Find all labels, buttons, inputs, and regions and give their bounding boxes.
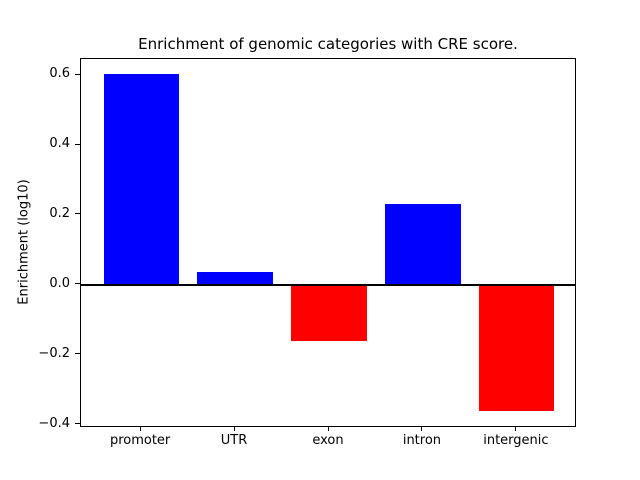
- y-tick-mark: [75, 423, 80, 425]
- y-tick-mark: [75, 213, 80, 215]
- x-tick-mark: [515, 427, 517, 431]
- x-tick-label-exon: exon: [312, 433, 344, 448]
- y-tick-mark: [75, 283, 80, 285]
- bar-intergenic: [479, 284, 555, 411]
- y-tick-label: 0.4: [49, 136, 70, 152]
- bar-promoter: [103, 74, 179, 285]
- y-tick-label: 0.2: [49, 205, 70, 221]
- y-tick-label: −0.4: [38, 415, 70, 431]
- bar-exon: [291, 284, 367, 342]
- y-tick-mark: [75, 73, 80, 75]
- x-tick-label-promoter: promoter: [109, 433, 171, 448]
- x-tick-mark: [327, 427, 329, 431]
- x-tick-mark: [421, 427, 423, 431]
- plot-area: [80, 58, 576, 427]
- y-tick-label: −0.2: [38, 345, 70, 361]
- x-tick-label-intergenic: intergenic: [483, 433, 549, 448]
- y-tick-label: 0.6: [49, 66, 70, 82]
- bar-UTR: [197, 272, 273, 285]
- x-tick-label-UTR: UTR: [220, 433, 248, 448]
- x-tick-label-intron: intron: [402, 433, 442, 448]
- zero-line: [81, 283, 575, 286]
- y-tick-mark: [75, 353, 80, 355]
- y-tick-mark: [75, 143, 80, 145]
- chart-title: Enrichment of genomic categories with CR…: [138, 35, 518, 53]
- x-tick-mark: [233, 427, 235, 431]
- bar-intron: [385, 204, 461, 285]
- x-tick-mark: [139, 427, 141, 431]
- y-tick-label: 0.0: [49, 275, 70, 291]
